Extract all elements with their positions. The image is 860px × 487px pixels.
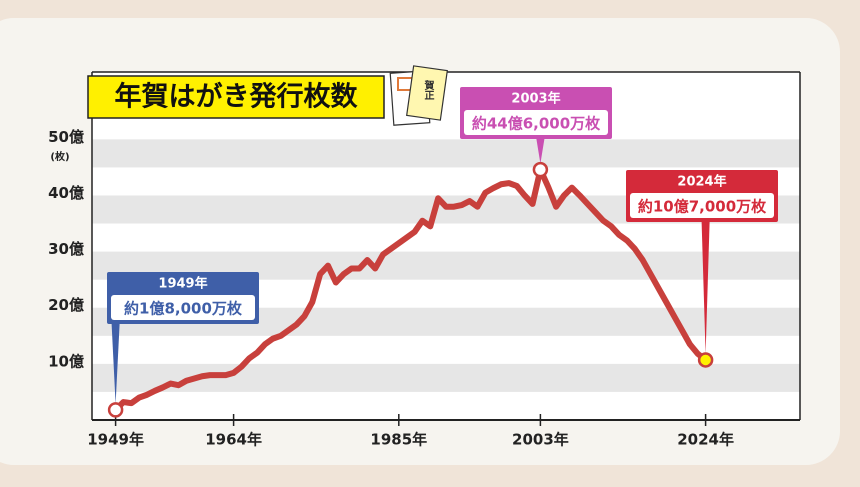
x-tick-label: 2003年 bbox=[512, 431, 569, 449]
callout-text: 約1億8,000万枚 bbox=[124, 300, 243, 318]
y-tick-label: 10億 bbox=[48, 352, 84, 370]
point-marker bbox=[697, 352, 714, 368]
x-tick-label: 1949年 bbox=[87, 431, 144, 449]
callout-text: 約10億7,000万枚 bbox=[638, 198, 767, 216]
callout-pointer bbox=[701, 222, 710, 354]
title-box bbox=[87, 75, 385, 119]
point-marker bbox=[107, 402, 124, 418]
y-tick-label: 40億 bbox=[48, 184, 84, 202]
x-tick-label: 1985年 bbox=[370, 431, 427, 449]
y-tick-label: 50億 bbox=[48, 128, 84, 146]
point-marker bbox=[532, 161, 549, 178]
plot-area bbox=[92, 72, 800, 420]
line bbox=[112, 166, 709, 413]
icon-text: 賀正 bbox=[422, 79, 435, 100]
callout-label: 1949年 bbox=[158, 276, 207, 292]
postcard-icon: 賀正 bbox=[389, 65, 448, 126]
callout-inner bbox=[464, 110, 608, 135]
callout-inner bbox=[630, 193, 774, 218]
y-unit-label: (枚) bbox=[50, 150, 69, 163]
x-tick-label: 2024年 bbox=[677, 431, 734, 449]
chart-title: 年賀はがき発行枚数 bbox=[115, 81, 359, 113]
x-tick-label: 1964年 bbox=[205, 431, 262, 449]
grid-band bbox=[92, 139, 800, 168]
callout-label: 2024年 bbox=[677, 174, 726, 190]
callout-pointer bbox=[111, 324, 120, 404]
callout-inner bbox=[111, 295, 255, 320]
y-tick-label: 30億 bbox=[48, 240, 84, 258]
y-tick-label: 20億 bbox=[48, 296, 84, 314]
callout-label: 2003年 bbox=[511, 91, 560, 107]
callout-text: 約44億6,000万枚 bbox=[472, 115, 601, 133]
callout-pointer bbox=[536, 139, 545, 164]
